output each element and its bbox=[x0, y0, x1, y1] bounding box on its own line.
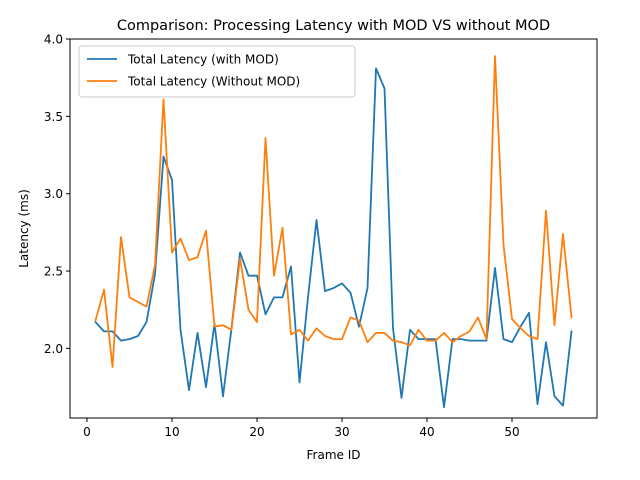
legend: Total Latency (with MOD) Total Latency (… bbox=[78, 45, 356, 98]
x-axis-ticks: 0 10 20 30 40 50 bbox=[83, 418, 520, 439]
y-tick-label: 2.0 bbox=[44, 342, 63, 356]
x-tick-label: 40 bbox=[419, 425, 434, 439]
series-layer bbox=[94, 55, 573, 409]
y-tick-label: 4.0 bbox=[44, 33, 63, 47]
legend-label-with-mod: Total Latency (with MOD) bbox=[127, 53, 279, 67]
x-tick-label: 10 bbox=[164, 425, 179, 439]
series-line-with-mod bbox=[94, 67, 573, 409]
legend-label-without-mod: Total Latency (Without MOD) bbox=[127, 75, 300, 89]
y-tick-label: 3.5 bbox=[44, 110, 63, 124]
x-tick-label: 0 bbox=[83, 425, 91, 439]
legend-box bbox=[78, 45, 356, 98]
y-tick-label: 3.0 bbox=[44, 187, 63, 201]
y-axis-label: Latency (ms) bbox=[17, 189, 31, 268]
y-axis-ticks: 2.0 2.5 3.0 3.5 4.0 bbox=[44, 33, 70, 356]
x-tick-label: 20 bbox=[249, 425, 264, 439]
axes-frame bbox=[69, 38, 598, 419]
plot-area bbox=[69, 38, 598, 419]
chart-title: Comparison: Processing Latency with MOD … bbox=[117, 18, 550, 34]
x-tick-label: 30 bbox=[334, 425, 349, 439]
x-axis-label: Frame ID bbox=[307, 448, 361, 462]
y-tick-label: 2.5 bbox=[44, 265, 63, 279]
series-line-without-mod bbox=[94, 55, 573, 368]
x-tick-label: 50 bbox=[504, 425, 519, 439]
